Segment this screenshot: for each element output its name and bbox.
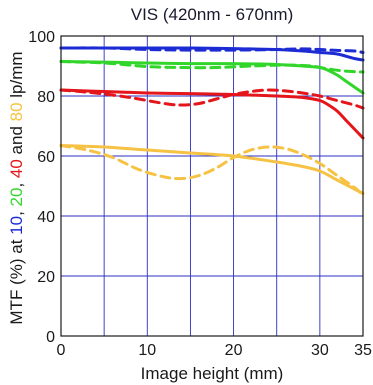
y-label-part: 10 <box>7 216 26 235</box>
x-tick-labels: 0 10 20 30 35 <box>57 342 372 359</box>
x-tick-label: 35 <box>354 342 372 359</box>
chart-title: VIS (420nm - 670nm) <box>131 5 294 24</box>
y-label-part: 80 <box>7 102 26 121</box>
series-40-sagittal <box>59 88 365 140</box>
y-tick-labels: 0 20 40 60 80 100 <box>28 29 55 346</box>
y-tick-label: 20 <box>37 269 55 286</box>
x-tick-label: 30 <box>311 342 329 359</box>
y-tick-label: 100 <box>28 29 55 46</box>
y-tick-label: 0 <box>46 329 55 346</box>
y-label-part: , <box>7 178 26 187</box>
y-tick-label: 80 <box>37 89 55 106</box>
y-tick-label: 60 <box>37 149 55 166</box>
series-40-tangential <box>59 88 365 110</box>
series-lines <box>59 46 365 197</box>
y-label-part: 20 <box>7 188 26 207</box>
x-tick-label: 20 <box>225 342 243 359</box>
series-80-tangential <box>59 144 365 197</box>
x-axis-label: Image height (mm) <box>141 364 284 383</box>
plot-frame <box>60 35 364 337</box>
series-80-sagittal <box>59 144 365 195</box>
x-tick-label: 10 <box>138 342 156 359</box>
series-20-tangential <box>59 60 365 74</box>
y-tick-label: 40 <box>37 209 55 226</box>
x-tick-label: 0 <box>57 342 66 359</box>
y-axis-label: MTF (%) at 10, 20, 40 and 80 lp/mm <box>7 51 26 324</box>
y-label-part: , <box>7 206 26 215</box>
y-label-prefix: MTF (%) at <box>7 235 26 325</box>
series-10-tangential <box>59 46 365 54</box>
y-label-part: lp/mm <box>7 51 26 102</box>
y-label-part: 40 <box>7 159 26 178</box>
grid <box>60 35 364 337</box>
y-label-part: and <box>7 121 26 159</box>
